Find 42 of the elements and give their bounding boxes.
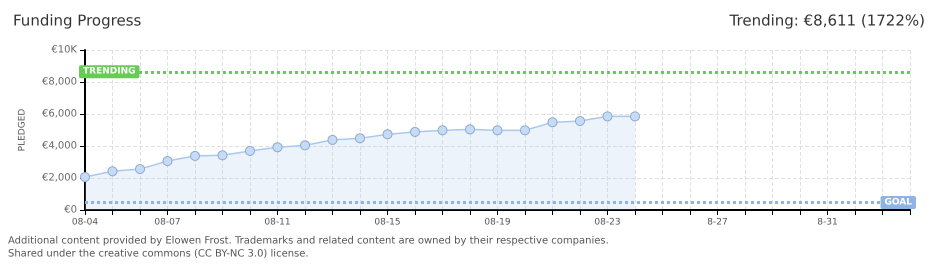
ref-line-label: TRENDING	[83, 66, 136, 77]
point	[300, 140, 310, 150]
point	[520, 125, 530, 136]
point	[135, 164, 145, 174]
point	[272, 142, 282, 152]
point	[162, 156, 172, 166]
point	[218, 150, 228, 160]
point	[465, 124, 475, 134]
y-tick-label: €8,000	[42, 76, 77, 88]
y-axis-title: PLEDGED	[18, 108, 28, 152]
point	[382, 129, 392, 140]
point	[438, 125, 448, 136]
text: Additional content provided by Elowen Frost. Trademarks and related content are owned by their respective companies.	[8, 236, 609, 246]
text: Shared under the creative commons (CC BY-NC 3.0) license.	[8, 248, 309, 260]
x-tick-label: 08-15	[374, 218, 401, 228]
point	[245, 146, 255, 156]
ref-line-label: GOAL	[884, 198, 912, 208]
x-tick-label: 08-23	[594, 218, 621, 228]
point	[410, 126, 420, 137]
x-tick-label: 08-07	[154, 218, 181, 228]
point	[602, 111, 612, 122]
point	[108, 166, 118, 176]
x-tick-label: 8-31	[817, 218, 838, 228]
x-tick-label: 08-11	[264, 218, 291, 228]
x-tick-label: 08-04	[72, 218, 98, 228]
y-tick-label: €0	[64, 204, 77, 216]
point	[80, 172, 90, 182]
point	[548, 117, 558, 128]
chart-subtitle: Trending: €8,611 (1722%)	[728, 12, 926, 30]
y-tick-label: €2,000	[42, 172, 77, 184]
y-tick-label: €4,000	[42, 140, 77, 152]
y-tick-label: €10K	[51, 44, 78, 56]
x-tick-label: 8-27	[707, 218, 728, 228]
point	[190, 150, 200, 161]
y-tick-label: €6,000	[42, 108, 77, 120]
x-tick-label: 08-19	[484, 218, 511, 228]
point	[630, 111, 640, 122]
point	[355, 133, 365, 144]
chart-title: Funding Progress	[13, 12, 142, 30]
point	[328, 134, 338, 145]
point	[492, 125, 502, 136]
point	[575, 116, 585, 126]
